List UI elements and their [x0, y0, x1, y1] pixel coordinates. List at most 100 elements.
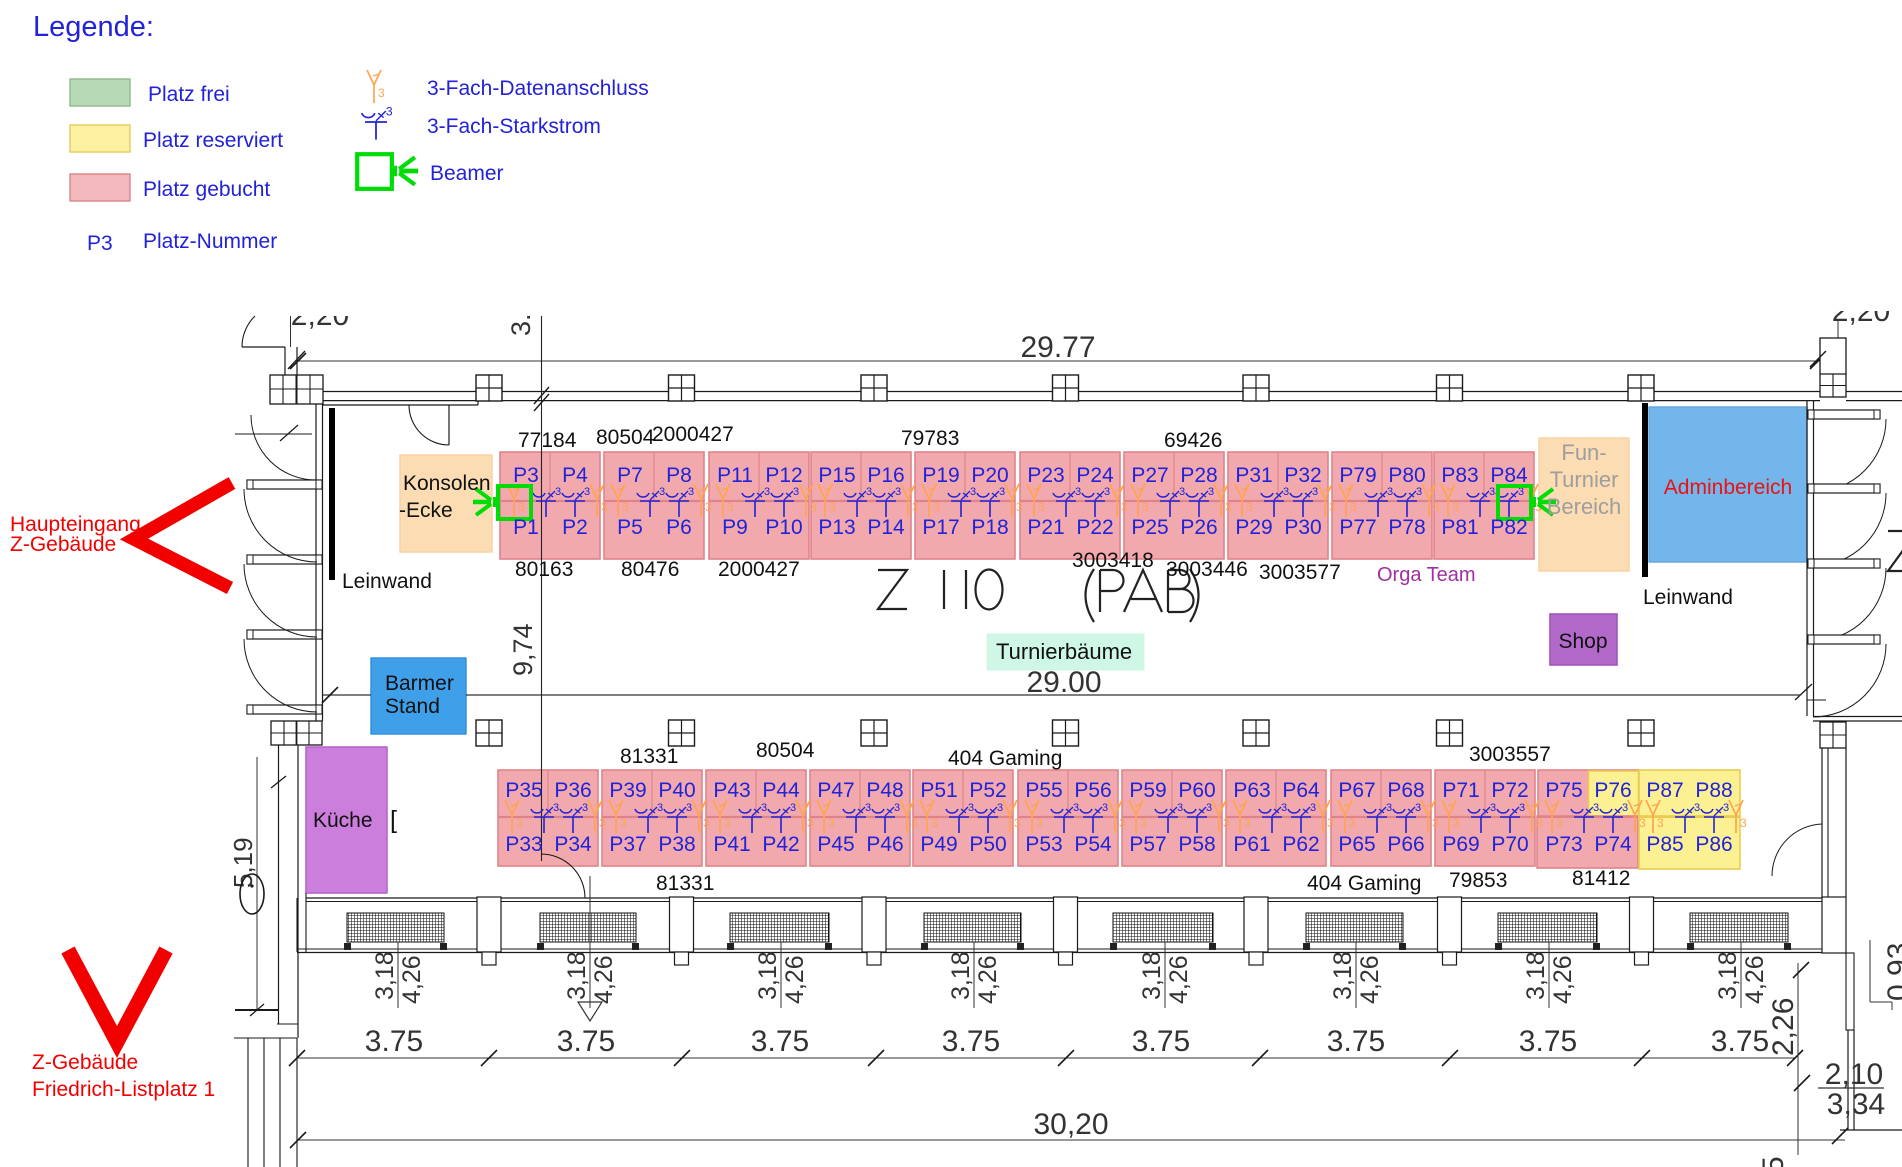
- svg-text:P82: P82: [1490, 516, 1527, 539]
- svg-text:P72: P72: [1491, 779, 1528, 802]
- svg-text:P57: P57: [1129, 833, 1166, 856]
- svg-text:Küche: Küche: [313, 809, 373, 832]
- svg-text:3.75: 3.75: [942, 1025, 1000, 1058]
- svg-text:P10: P10: [765, 516, 802, 539]
- svg-text:P41: P41: [713, 833, 750, 856]
- svg-text:P1: P1: [513, 516, 539, 539]
- svg-text:P37: P37: [609, 833, 646, 856]
- svg-text:3.75: 3.75: [1132, 1025, 1190, 1058]
- svg-text:Haupteingang: Haupteingang: [10, 513, 141, 536]
- svg-text:P4: P4: [562, 464, 588, 487]
- svg-text:404 Gaming: 404 Gaming: [1307, 872, 1421, 895]
- svg-text:P86: P86: [1695, 833, 1732, 856]
- svg-text:3.75: 3.75: [1519, 1025, 1577, 1058]
- svg-text:P6: P6: [666, 516, 692, 539]
- svg-text:P25: P25: [1131, 516, 1168, 539]
- svg-text:P56: P56: [1074, 779, 1111, 802]
- svg-text:P50: P50: [969, 833, 1006, 856]
- svg-text:P27: P27: [1131, 464, 1168, 487]
- svg-text:P51: P51: [920, 779, 957, 802]
- svg-text:3.75: 3.75: [365, 1025, 423, 1058]
- svg-text:P19: P19: [922, 464, 959, 487]
- svg-text:29.77: 29.77: [1020, 331, 1095, 364]
- svg-text:Friedrich-Listplatz 1: Friedrich-Listplatz 1: [32, 1078, 215, 1101]
- svg-text:Legende:: Legende:: [33, 11, 154, 43]
- svg-text:Stand: Stand: [385, 695, 440, 718]
- svg-text:P55: P55: [1025, 779, 1062, 802]
- svg-text:3003577: 3003577: [1259, 561, 1341, 584]
- svg-text:P22: P22: [1076, 516, 1113, 539]
- svg-text:P66: P66: [1387, 833, 1424, 856]
- svg-text:P68: P68: [1387, 779, 1424, 802]
- svg-text:Bereich: Bereich: [1547, 494, 1622, 519]
- svg-text:Platz reserviert: Platz reserviert: [143, 129, 283, 152]
- svg-text:P15: P15: [818, 464, 855, 487]
- svg-text:80504: 80504: [756, 739, 815, 762]
- svg-text:P49: P49: [920, 833, 957, 856]
- svg-text:P88: P88: [1695, 779, 1732, 802]
- svg-text:P39: P39: [609, 779, 646, 802]
- svg-text:P13: P13: [818, 516, 855, 539]
- svg-text:P69: P69: [1442, 833, 1479, 856]
- svg-text:P40: P40: [658, 779, 695, 802]
- svg-text:P45: P45: [817, 833, 854, 856]
- svg-text:P12: P12: [765, 464, 802, 487]
- svg-text:P36: P36: [554, 779, 591, 802]
- svg-text:P29: P29: [1235, 516, 1272, 539]
- svg-text:Shop: Shop: [1558, 630, 1607, 653]
- svg-text:P60: P60: [1178, 779, 1215, 802]
- svg-text:3.75: 3.75: [751, 1025, 809, 1058]
- svg-text:3.75: 3.75: [1711, 1025, 1769, 1058]
- svg-text:P5: P5: [617, 516, 643, 539]
- svg-text:P63: P63: [1233, 779, 1270, 802]
- svg-text:Turnier: Turnier: [1550, 467, 1619, 492]
- svg-text:80476: 80476: [621, 558, 679, 581]
- svg-text:2,10: 2,10: [1825, 1058, 1883, 1091]
- svg-text:P44: P44: [762, 779, 800, 802]
- svg-text:P48: P48: [866, 779, 903, 802]
- svg-text:81412: 81412: [1572, 867, 1630, 890]
- svg-text:P85: P85: [1646, 833, 1683, 856]
- svg-text:3003446: 3003446: [1166, 558, 1248, 581]
- svg-text:P21: P21: [1027, 516, 1064, 539]
- svg-text:-Ecke: -Ecke: [399, 499, 453, 522]
- svg-text:Beamer: Beamer: [430, 162, 504, 185]
- svg-text:0,93: 0,93: [1882, 943, 1902, 1001]
- svg-text:P33: P33: [505, 833, 542, 856]
- svg-text:Platz frei: Platz frei: [148, 83, 230, 106]
- svg-text:P3: P3: [87, 232, 113, 255]
- svg-text:79783: 79783: [901, 427, 959, 450]
- svg-text:Z-Gebäude: Z-Gebäude: [32, 1051, 138, 1074]
- svg-text:80504: 80504: [596, 426, 655, 449]
- svg-text:P78: P78: [1388, 516, 1425, 539]
- svg-text:P35: P35: [505, 779, 542, 802]
- svg-text:3003557: 3003557: [1469, 743, 1551, 766]
- svg-text:P42: P42: [762, 833, 799, 856]
- svg-text:P59: P59: [1129, 779, 1166, 802]
- svg-text:P24: P24: [1076, 464, 1114, 487]
- svg-text:P74: P74: [1594, 833, 1632, 856]
- svg-text:P8: P8: [666, 464, 692, 487]
- svg-text:3.: 3.: [506, 313, 536, 336]
- svg-text:P67: P67: [1338, 779, 1375, 802]
- svg-text:P62: P62: [1282, 833, 1319, 856]
- svg-text:P84: P84: [1490, 464, 1528, 487]
- svg-text:P7: P7: [617, 464, 643, 487]
- svg-text:P64: P64: [1282, 779, 1320, 802]
- svg-text:3003418: 3003418: [1072, 549, 1154, 572]
- svg-text:P3: P3: [513, 464, 539, 487]
- svg-text:2000427: 2000427: [652, 423, 734, 446]
- svg-text:P71: P71: [1442, 779, 1479, 802]
- svg-text:P77: P77: [1339, 516, 1376, 539]
- svg-text:P65: P65: [1338, 833, 1375, 856]
- svg-text:Fun-: Fun-: [1561, 440, 1606, 465]
- svg-text:Platz-Nummer: Platz-Nummer: [143, 230, 277, 253]
- svg-text:3,34: 3,34: [1827, 1088, 1885, 1121]
- svg-text:P70: P70: [1491, 833, 1528, 856]
- svg-text:Barmer: Barmer: [385, 672, 454, 695]
- svg-text:3-Fach-Datenanschluss: 3-Fach-Datenanschluss: [427, 77, 649, 100]
- svg-text:P11: P11: [717, 464, 753, 487]
- svg-text:Konsolen: Konsolen: [403, 472, 491, 495]
- svg-text:69426: 69426: [1164, 429, 1222, 452]
- svg-text:P17: P17: [922, 516, 959, 539]
